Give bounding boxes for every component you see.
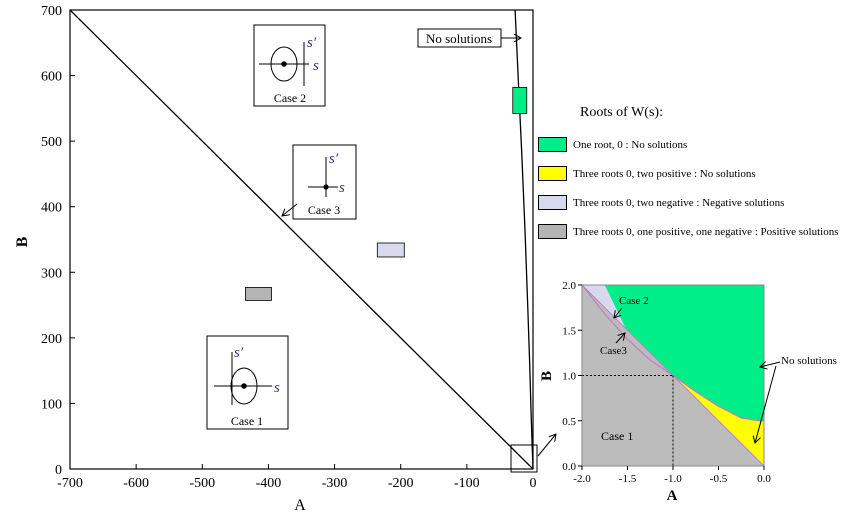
case1-s-prime: s′ [234, 345, 244, 361]
y-tick-label: 600 [41, 70, 62, 85]
inset-chart: -2.0 -1.5 -1.0 -0.5 0.0 0.0 0.5 1.0 1.5 2.0 A B C… [539, 280, 837, 504]
main-marks [69, 9, 534, 470]
case2-label: Case 2 [274, 91, 306, 105]
inset-no-solutions-arrow-top [760, 362, 781, 367]
legend-item: One root, 0 : No solutions [538, 135, 863, 154]
legend-label: Three roots 0, two positive : No solutio… [573, 167, 756, 180]
x-tick-label: -300 [322, 476, 348, 491]
zoom-box [510, 444, 538, 473]
y-tick-label: 200 [41, 332, 62, 347]
main-y-axis-label: B [14, 236, 31, 247]
x-tick-label: -700 [57, 476, 83, 491]
inset-no-solutions-label: No solutions [781, 355, 837, 367]
case2-box: s′ s Case 2 [253, 24, 326, 107]
x-tick-label: -200 [388, 476, 414, 491]
case2-s-prime: s′ [307, 35, 317, 51]
inset-x-axis-label: A [667, 488, 678, 504]
inset-x-tick-label: -1.5 [619, 473, 637, 485]
y-tick-label: 400 [41, 201, 62, 216]
legend-swatch-lavender [538, 195, 567, 210]
x-tick-label: -600 [123, 476, 149, 491]
inset-ticks: -2.0 -1.5 -1.0 -0.5 0.0 0.0 0.5 1.0 1.5 2.0 [562, 280, 771, 485]
no-solutions-label: No solutions [426, 31, 492, 46]
y-tick-label: 100 [41, 397, 62, 412]
region-marker-2 [245, 287, 272, 301]
inset-x-tick-label: 0.0 [757, 473, 771, 485]
case1-box: s′ s Case 1 [206, 335, 289, 430]
legend-swatch-green [538, 137, 567, 152]
inset-y-tick-label: 0.0 [562, 461, 576, 473]
legend-label: One root, 0 : No solutions [573, 138, 688, 151]
inset-y-tick-label: 1.0 [562, 371, 576, 383]
case3-label: Case 3 [308, 203, 340, 217]
inset-case3-label: Case3 [600, 345, 627, 357]
y-tick-label: 300 [41, 266, 62, 281]
case2-s: s [313, 58, 319, 74]
inset-x-tick-label: -0.5 [710, 473, 728, 485]
case3-s: s [339, 180, 345, 196]
case3-arrow [282, 203, 298, 216]
x-tick-label: 0 [530, 476, 537, 491]
region-marker-1 [376, 242, 405, 258]
main-ticks: -700 -600 -500 -400 -300 -200 -100 0 0 100 200 300 4… [41, 4, 537, 491]
y-tick-label: 0 [55, 463, 62, 478]
case1-s: s [274, 380, 280, 396]
inset-y-tick-label: 1.5 [562, 325, 576, 337]
legend-title: Roots of W(s): [580, 105, 663, 120]
inset-case2-arrow [614, 307, 623, 318]
case3-box: s′ s Case 3 [292, 144, 357, 220]
main-x-axis-label: A [294, 497, 306, 514]
legend-item: Three roots 0, two positive : No solutio… [538, 164, 863, 183]
zoom-arrow [537, 434, 556, 457]
legend-swatch-yellow [538, 166, 567, 181]
x-tick-label: -100 [454, 476, 480, 491]
inset-case2-label: Case 2 [619, 295, 649, 307]
legend-label: Three roots 0, one positive, one negativ… [573, 225, 839, 238]
inset-case3-arrow [615, 333, 625, 344]
y-tick-label: 700 [41, 4, 62, 19]
legend-swatch-grey [538, 224, 567, 239]
main-chart: -700 -600 -500 -400 -300 -200 -100 0 0 100 200 300 4… [14, 4, 556, 514]
x-tick-label: -400 [256, 476, 282, 491]
x-tick-label: -500 [189, 476, 215, 491]
inset-x-tick-label: -2.0 [573, 473, 591, 485]
inset-no-solutions-arrow-bottom [755, 365, 777, 443]
legend-item: Three roots 0, one positive, one negativ… [538, 222, 863, 241]
main-plot-frame [69, 9, 534, 470]
inset-x-tick-label: -1.0 [664, 473, 682, 485]
y-tick-label: 500 [41, 135, 62, 150]
inset-case1-label: Case 1 [601, 429, 633, 443]
inset-y-tick-label: 0.5 [562, 416, 576, 428]
legend-label: Three roots 0, two negative : Negative s… [573, 196, 785, 209]
legend: Roots of W(s): One root, 0 : No solution… [538, 105, 863, 251]
legend-item: Three roots 0, two negative : Negative s… [538, 193, 863, 212]
main-curve-1 [514, 9, 534, 470]
main-curve-0 [69, 9, 534, 470]
case1-label: Case 1 [231, 414, 263, 428]
inset-boundary-curve [582, 285, 764, 422]
region-marker-0 [512, 87, 528, 114]
inset-y-axis-label: B [539, 371, 555, 381]
inset-y-tick-label: 2.0 [562, 280, 576, 292]
case3-s-prime: s′ [329, 151, 339, 167]
